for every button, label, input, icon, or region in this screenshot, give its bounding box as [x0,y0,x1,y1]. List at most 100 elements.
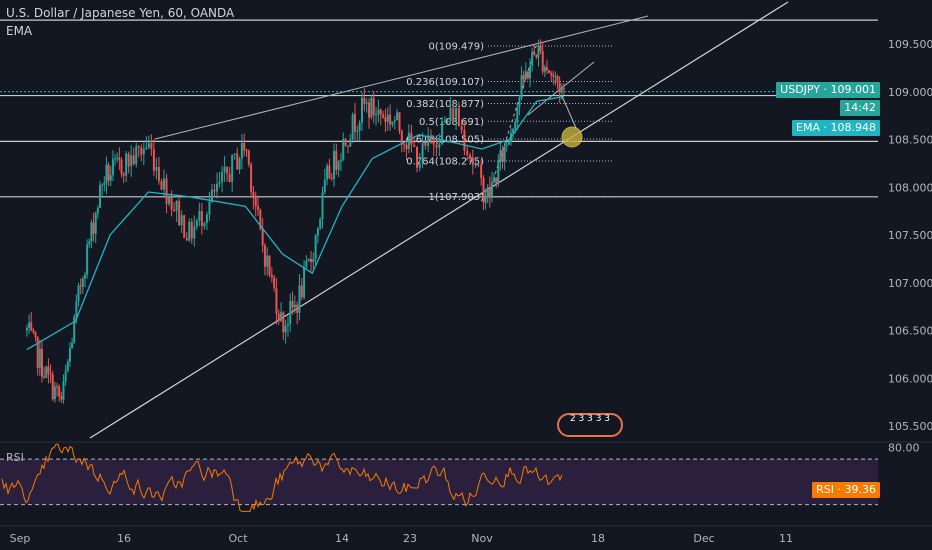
candle-body [73,316,76,343]
time-axis[interactable]: Sep 16 Oct 14 23 Nov 18 Dec 11 [0,525,932,545]
candle-body [170,197,173,210]
time-axis-tick-5: Nov [471,532,493,545]
fib-level-label-1: 0.236(109.107) [406,77,484,88]
candle-body [96,207,99,214]
candle-body [28,322,31,328]
candle-body [145,147,148,150]
candle-body [484,197,487,203]
candle-body [71,342,74,349]
candle-body [379,109,382,115]
candle-body [90,222,93,242]
candle-body [375,114,378,116]
candle-body [43,376,46,378]
candle-body [486,186,489,198]
candle-body [45,366,48,378]
candle-body [326,165,329,180]
candle-body [309,258,312,263]
candle-body [221,171,224,183]
candle-body [415,146,418,168]
candle-body [173,209,176,211]
ema-value-tag: EMA · 108.948 [792,120,880,136]
price-axis[interactable]: 109.500 109.000 108.500 108.000 107.500 107.0… [888,38,932,455]
candle-body [526,71,529,79]
candle-body [298,285,301,313]
time-axis-tick-6: 18 [591,532,605,545]
candle-body [418,163,421,168]
candle-body [32,330,35,333]
candle-body [140,147,143,155]
candle-body [503,145,506,162]
candle-body [466,150,469,155]
candle-body [231,154,234,183]
price-axis-tick-2: 108.500 [888,134,932,147]
rsi-axis-tick-0: 80.00 [888,442,920,455]
candle-body [250,164,253,193]
candle-body [339,159,342,162]
candle-body [330,178,333,180]
candles [25,39,565,404]
candle-body [223,166,226,172]
watermark-badge [557,413,623,437]
candle-body [155,167,158,171]
symbol-title: U.S. Dollar / Japanese Yen, 60, OANDA [6,6,235,20]
candle-body [520,75,523,98]
candle-body [58,386,61,397]
candle-body [497,161,500,184]
candle-body [180,215,183,226]
candle-body [545,67,548,70]
candle-body [556,76,559,83]
candle-body [53,386,56,400]
candle-body [537,45,540,58]
candle-body [245,150,248,152]
candle-body [335,150,338,170]
candle-body [77,285,80,302]
projection-arrow [561,95,577,129]
candle-body [261,228,264,246]
candle-body [312,258,315,263]
candle-body [321,192,324,219]
candle-body [273,277,276,289]
candle-body [293,304,296,308]
candle-body [562,87,565,89]
candle-body [524,71,527,80]
candle-body [188,221,191,241]
candle-body [47,366,50,374]
time-axis-tick-0: Sep [10,532,31,545]
candle-body [268,255,271,276]
candle-body [99,184,102,208]
candle-body [147,143,150,148]
rsi-pane: RSI [0,441,932,512]
candle-body [218,182,221,184]
candle-body [81,278,84,287]
candle-body [270,275,273,278]
candle-body [349,139,352,147]
fibonacci-retracement: 0(109.479) 0.236(109.107) 0.382(108.877) 0.… [406,42,614,203]
candle-body [185,237,188,241]
candle-body [443,121,446,123]
candle-body [79,285,82,287]
candle-body [403,143,406,146]
candle-body [424,142,427,146]
candle-body [107,164,110,181]
candle-body [109,175,112,181]
candle-body [495,177,498,184]
candle-body [259,209,262,229]
candle-body [441,121,444,145]
watermark-logo: 2 3 3 3 3 [557,413,623,437]
candle-body [477,164,480,166]
candle-body [474,164,477,166]
candle-body [254,198,257,207]
candle-body [518,97,521,107]
candle-body [305,261,308,268]
candle-body [490,182,493,199]
candle-body [49,373,52,375]
candle-body [183,215,186,238]
candle-body [407,132,410,149]
candle-body [505,144,508,146]
candle-body [363,97,366,104]
candle-body [175,201,178,211]
candle-body [391,121,394,125]
candle-body [86,244,89,275]
candle-body [351,114,354,140]
